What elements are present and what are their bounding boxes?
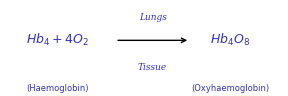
Text: (Oxyhaemoglobin): (Oxyhaemoglobin) (191, 84, 270, 93)
Text: $Hb_4O_8$: $Hb_4O_8$ (210, 32, 251, 48)
Text: Lungs: Lungs (139, 13, 166, 22)
Text: Tissue: Tissue (138, 63, 167, 72)
Text: (Haemoglobin): (Haemoglobin) (26, 84, 89, 93)
Text: $Hb_4 + 4O_2$: $Hb_4 + 4O_2$ (26, 32, 89, 48)
